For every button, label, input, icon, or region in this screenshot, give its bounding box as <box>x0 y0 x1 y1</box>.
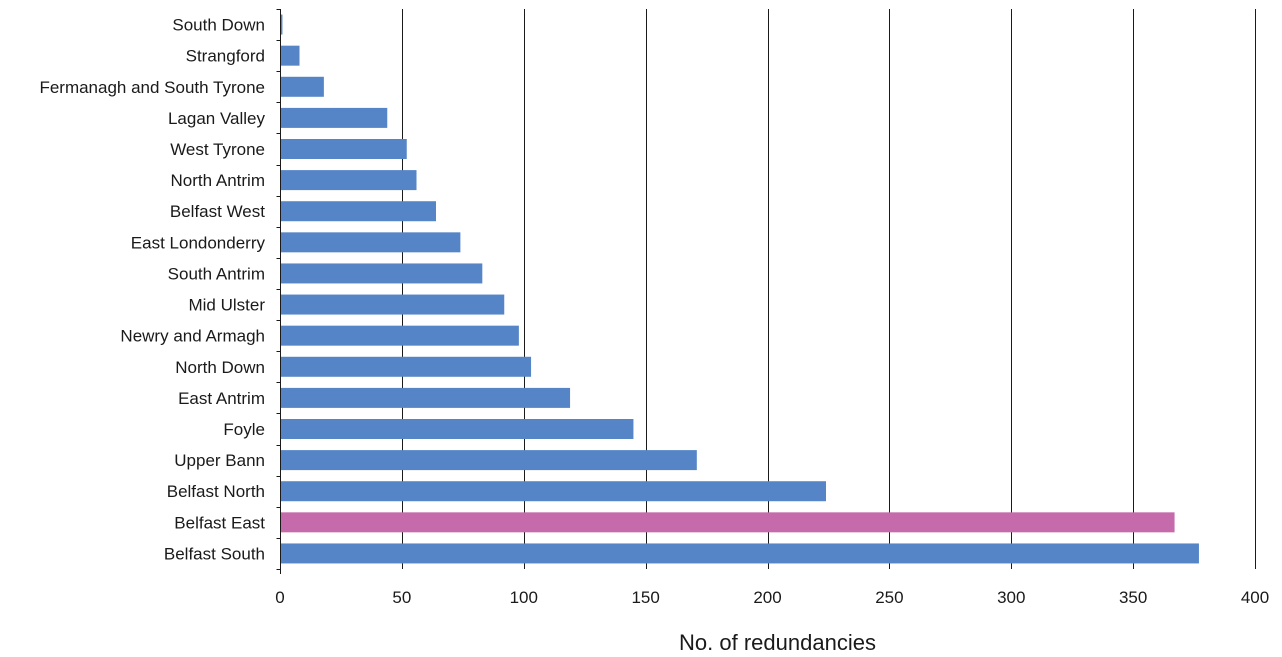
category-label: East Londonderry <box>131 233 266 252</box>
x-tick-label: 0 <box>275 588 284 607</box>
category-label: Strangford <box>186 47 265 66</box>
category-label: Lagan Valley <box>168 109 266 128</box>
category-label: East Antrim <box>178 389 265 408</box>
bar <box>281 14 283 35</box>
x-tick-label: 400 <box>1241 588 1269 607</box>
bar <box>281 76 324 97</box>
x-tick-label: 350 <box>1119 588 1147 607</box>
bar <box>281 170 417 191</box>
x-axis-title: No. of redundancies <box>679 630 876 655</box>
category-label: Belfast North <box>167 482 265 501</box>
category-label: North Antrim <box>171 171 265 190</box>
bar <box>281 450 697 471</box>
x-tick-label: 200 <box>753 588 781 607</box>
category-label: South Antrim <box>168 264 265 283</box>
bar <box>281 481 826 502</box>
bars <box>281 14 1199 564</box>
category-label: Foyle <box>223 420 265 439</box>
category-label: Belfast East <box>174 513 265 532</box>
category-label: Mid Ulster <box>188 296 265 315</box>
category-labels: South Down Strangford Fermanagh and South … <box>39 16 265 564</box>
bar <box>281 543 1199 564</box>
bar <box>281 107 388 128</box>
x-tick-label: 150 <box>631 588 659 607</box>
x-tick-label: 50 <box>392 588 411 607</box>
x-tick-label: 300 <box>997 588 1025 607</box>
bar <box>281 139 407 159</box>
bar <box>281 387 571 408</box>
category-label: North Down <box>175 358 265 377</box>
category-label: Belfast West <box>170 202 265 221</box>
category-label: Newry and Armagh <box>120 327 265 346</box>
bar <box>281 201 436 222</box>
category-label: Upper Bann <box>174 451 265 470</box>
bar <box>281 356 532 377</box>
bar <box>281 325 519 346</box>
x-tick-label: 250 <box>875 588 903 607</box>
x-tick-labels: 0 50 100 150 200 250 300 350 400 <box>275 588 1269 607</box>
category-label: Fermanagh and South Tyrone <box>39 78 265 97</box>
y-axis <box>276 9 281 574</box>
bar <box>281 419 634 439</box>
gridlines <box>402 9 1256 569</box>
category-label: West Tyrone <box>170 140 265 159</box>
bar <box>281 294 505 315</box>
bar <box>281 232 461 253</box>
category-label: South Down <box>172 16 265 35</box>
category-label: Belfast South <box>164 544 265 563</box>
bar <box>281 45 300 66</box>
x-tick-label: 100 <box>510 588 538 607</box>
bar <box>281 512 1175 533</box>
bar <box>281 263 483 284</box>
